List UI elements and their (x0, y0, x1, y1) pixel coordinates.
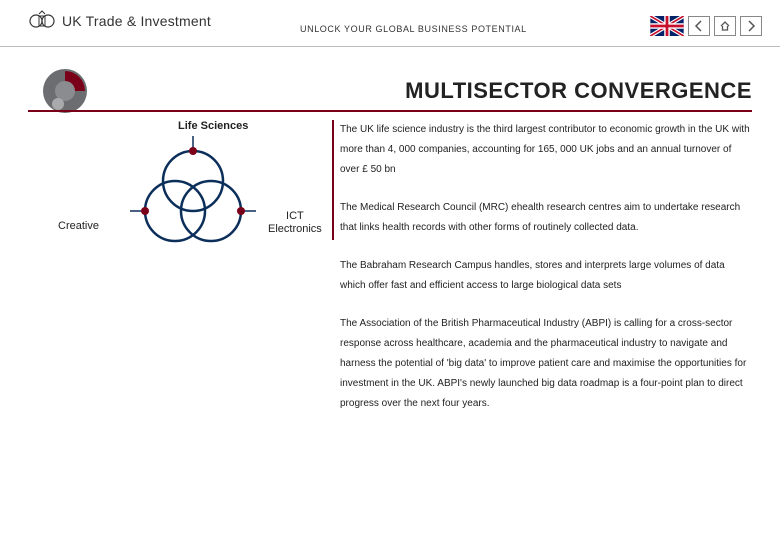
text-column: The UK life science industry is the thir… (340, 120, 752, 432)
org-name: UK Trade & Investment (62, 13, 211, 29)
home-icon (719, 20, 731, 32)
paragraph-1: The UK life science industry is the thir… (340, 120, 752, 180)
label-ict-line1: ICT (286, 210, 304, 222)
label-creative: Creative (58, 220, 99, 232)
nav-prev-button[interactable] (688, 16, 710, 36)
slide: UK Trade & Investment UNLOCK YOUR GLOBAL… (0, 0, 780, 540)
nav-home-button[interactable] (714, 16, 736, 36)
venn-diagram (128, 136, 258, 266)
paragraph-4: The Association of the British Pharmaceu… (340, 314, 752, 414)
label-ict-electronics: ICT Electronics (268, 210, 322, 236)
crest-icon (28, 10, 56, 32)
chevron-right-icon (745, 20, 757, 32)
title-band: MULTISECTOR CONVERGENCE (0, 60, 780, 120)
chevron-left-icon (693, 20, 705, 32)
title-underline (28, 110, 752, 112)
paragraph-3: The Babraham Research Campus handles, st… (340, 256, 752, 296)
label-ict-line2: Electronics (268, 223, 322, 235)
vertical-accent-rule (332, 120, 334, 240)
badge-icon (42, 68, 88, 114)
nav-next-button[interactable] (740, 16, 762, 36)
tagline: UNLOCK YOUR GLOBAL BUSINESS POTENTIAL (300, 24, 527, 34)
logo-area: UK Trade & Investment (28, 10, 211, 32)
body: Life Sciences Creative ICT Electronics (0, 120, 780, 540)
header-divider (0, 46, 780, 47)
header: UK Trade & Investment UNLOCK YOUR GLOBAL… (0, 0, 780, 50)
page-title: MULTISECTOR CONVERGENCE (405, 78, 752, 104)
label-life-sciences: Life Sciences (178, 120, 248, 132)
paragraph-2: The Medical Research Council (MRC) eheal… (340, 198, 752, 238)
header-right (650, 16, 762, 36)
uk-flag-icon (650, 16, 684, 36)
